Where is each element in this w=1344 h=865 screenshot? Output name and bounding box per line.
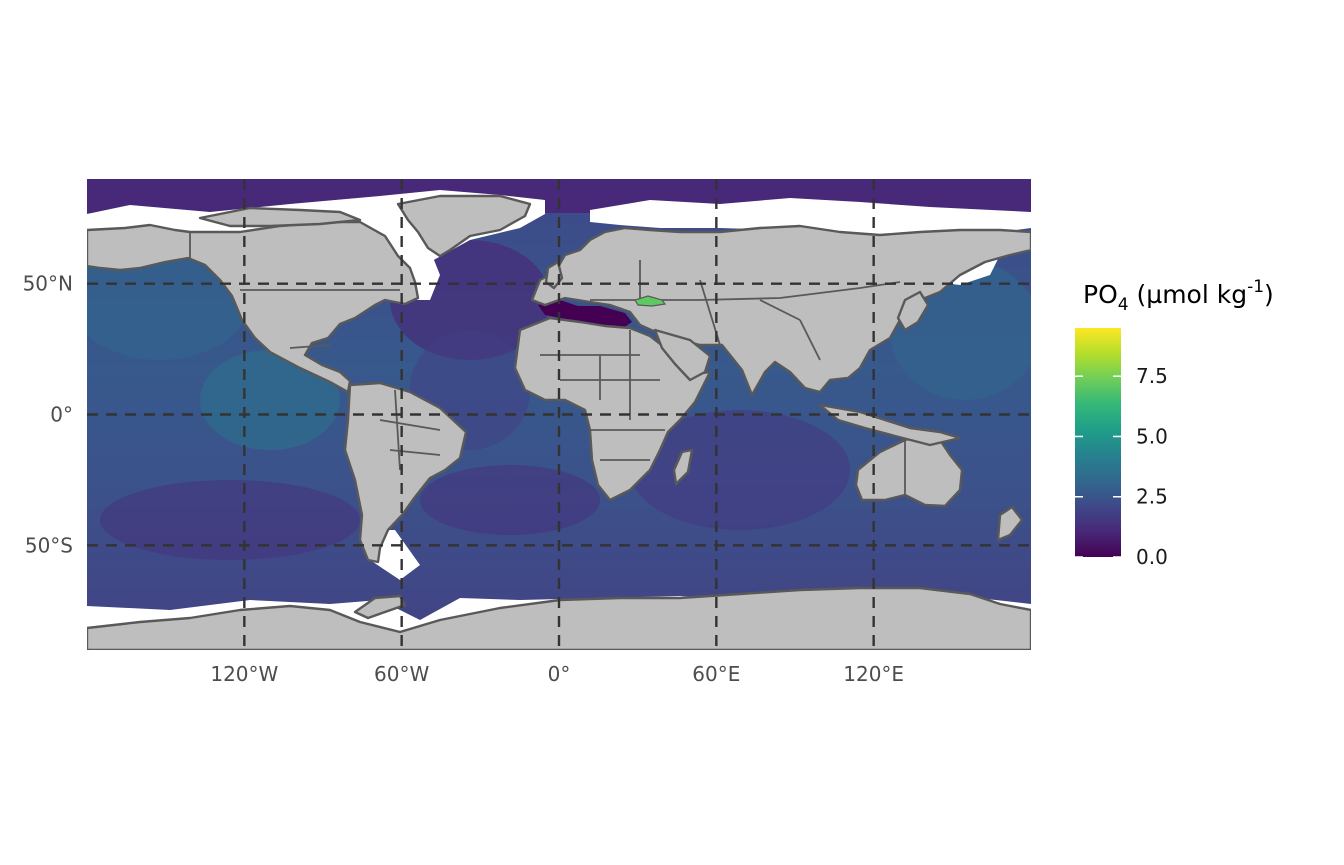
country-borders bbox=[189, 232, 906, 495]
ocean-patch-south-atlantic bbox=[420, 465, 600, 535]
y-tick-label: 50°S bbox=[25, 533, 73, 557]
land-south-america bbox=[343, 381, 468, 564]
legend-tick-label: 2.5 bbox=[1136, 485, 1168, 509]
legend-tick-label: 5.0 bbox=[1136, 424, 1168, 448]
x-tick-label: 60°E bbox=[692, 662, 740, 686]
land-japan bbox=[896, 290, 930, 332]
black-sea-high-po4 bbox=[634, 295, 667, 307]
land-polygons bbox=[87, 194, 1031, 650]
ocean-patch-indian bbox=[630, 410, 850, 530]
x-tick-label: 60°W bbox=[374, 662, 429, 686]
y-tick-label: 0° bbox=[50, 403, 73, 427]
legend: PO4 (µmol kg-1) 0.0 2.5 5.0 7.5 bbox=[1075, 277, 1274, 569]
map-panel bbox=[87, 179, 1031, 650]
graticule bbox=[87, 179, 1031, 650]
x-axis-labels: 120°W 60°W 0° 60°E 120°E bbox=[210, 662, 904, 686]
land-madagascar bbox=[672, 448, 694, 486]
land-arabian-peninsula bbox=[653, 328, 712, 382]
legend-title: PO4 (µmol kg-1) bbox=[1083, 277, 1274, 315]
land-africa bbox=[513, 316, 712, 502]
legend-tick-label: 0.0 bbox=[1136, 545, 1168, 569]
legend-ticks: 0.0 2.5 5.0 7.5 bbox=[1075, 364, 1168, 569]
land-greenland bbox=[396, 194, 532, 258]
y-axis-labels: 50°N 0° 50°S bbox=[23, 272, 73, 558]
x-tick-label: 120°E bbox=[843, 662, 904, 686]
legend-colorbar bbox=[1075, 328, 1121, 557]
x-tick-label: 120°W bbox=[210, 662, 278, 686]
no-data-arctic-eurasia bbox=[590, 198, 1031, 240]
land-new-zealand bbox=[996, 505, 1024, 542]
land-antarctic-peninsula bbox=[353, 594, 407, 620]
x-tick-label: 0° bbox=[548, 662, 571, 686]
ocean-patch-eastern-tropical-pacific bbox=[200, 350, 340, 450]
y-tick-label: 50°N bbox=[23, 272, 73, 296]
ocean-patch-mediterranean bbox=[538, 300, 632, 330]
legend-tick-label: 7.5 bbox=[1136, 364, 1168, 388]
ocean-patch-south-pacific bbox=[100, 480, 360, 560]
